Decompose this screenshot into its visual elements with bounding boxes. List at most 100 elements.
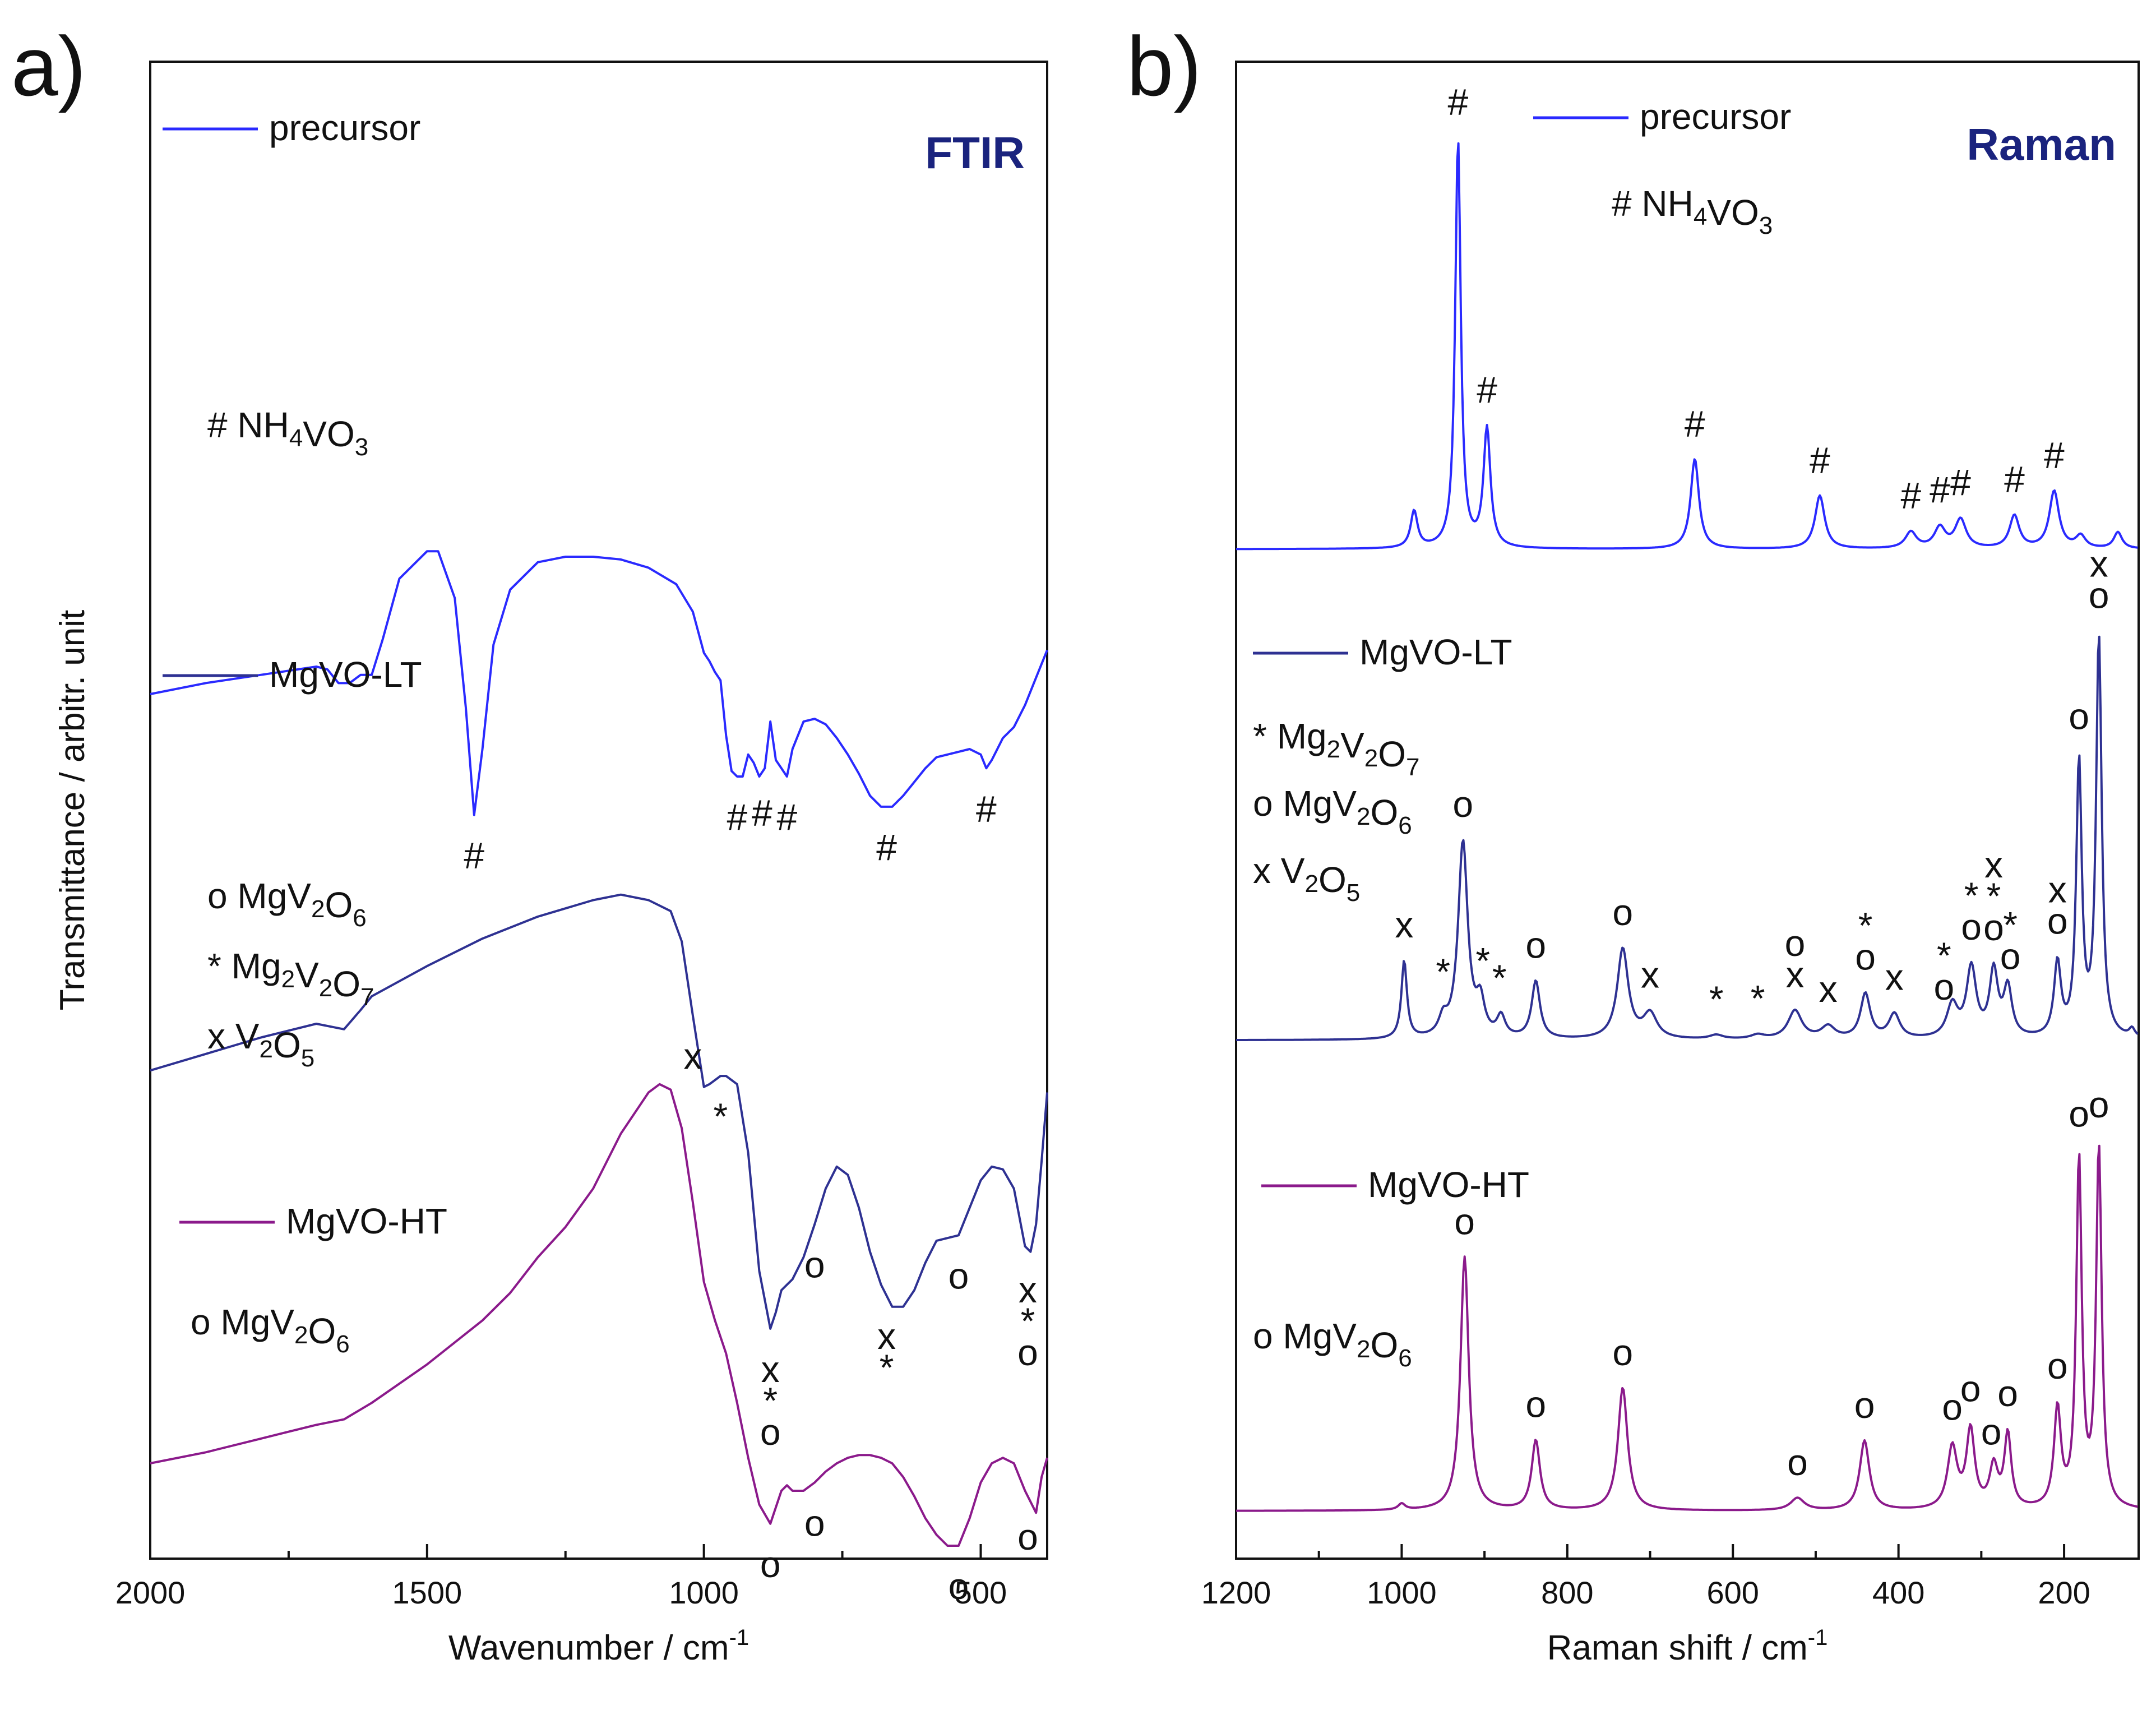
raman-curve-mgvo-lt	[1236, 635, 2139, 1041]
ftir-peak-mark: #	[752, 792, 772, 834]
raman-peak-mark: o	[1983, 907, 2004, 948]
phase-key-ftir-nh4vo3: # NH4VO3	[207, 405, 368, 461]
raman-curve-precursor	[1236, 142, 2138, 551]
phase-key-raman-mgv2o6-ht: o MgV2O6	[1253, 1316, 1412, 1372]
ftir-panel: a) 2000 1500 1000 500 Wavenumber / cm-1 Transm…	[11, 19, 1048, 1667]
raman-peak-mark: o	[1855, 936, 1876, 978]
panel-label-a: a)	[11, 19, 86, 113]
raman-xtick-label: 400	[1872, 1575, 1924, 1610]
raman-peak-mark: o	[1942, 1386, 1963, 1427]
raman-peak-mark: #	[1447, 81, 1468, 123]
raman-peak-mark: o	[2069, 1093, 2089, 1134]
phase-key-raman-v2o5-lt: x V2O5	[1253, 851, 1360, 907]
raman-peak-mark: #	[2004, 458, 2025, 500]
raman-peak-mark: o	[2000, 936, 2021, 977]
raman-peak-mark: o	[2069, 696, 2089, 737]
raman-x-axis-label: Raman shift / cm-1	[1547, 1625, 1828, 1667]
phase-key-raman-mg2v2o7-lt: * Mg2V2O7	[1253, 716, 1420, 781]
raman-panel: b) 1200 1000 800 600 400 200 Raman shift / cm-1…	[1127, 19, 2140, 1667]
legend-label-raman-precursor: precursor	[1640, 96, 1791, 137]
ftir-peak-mark: x	[1019, 1269, 1037, 1310]
raman-peak-mark: *	[1475, 940, 1490, 982]
raman-peak-mark: *	[1436, 951, 1450, 992]
raman-peak-mark: #	[1900, 475, 1921, 516]
raman-peak-mark: *	[1751, 978, 1765, 1019]
raman-peak-mark: o	[1961, 906, 1982, 948]
ftir-peak-mark: o	[804, 1502, 825, 1543]
raman-plot-frame	[1235, 61, 2140, 1560]
raman-peak-mark: o	[1454, 1200, 1475, 1242]
raman-peak-mark: *	[1964, 875, 1979, 916]
ftir-peak-mark: o	[804, 1244, 825, 1286]
raman-peak-mark: *	[1709, 978, 1724, 1020]
phase-key-ftir-mgv2o6-lt: o MgV2O6	[207, 876, 367, 932]
raman-title: Raman	[1967, 119, 2116, 169]
raman-peak-mark: x	[2090, 543, 2108, 584]
legend-label-ftir-mgvo-ht: MgVO-HT	[286, 1201, 447, 1241]
raman-peak-mark: o	[1854, 1384, 1875, 1426]
ftir-peak-mark: o	[1017, 1516, 1038, 1558]
ftir-peak-mark: o	[949, 1565, 969, 1607]
ftir-curve-mgvo-ht	[150, 1083, 1048, 1547]
ftir-curve-precursor	[150, 550, 1048, 816]
raman-xtick-label: 1000	[1367, 1575, 1437, 1610]
ftir-peak-mark: o	[949, 1255, 969, 1296]
raman-peak-mark: *	[1492, 957, 1507, 999]
raman-peak-mark: o	[1981, 1411, 2002, 1452]
raman-peak-mark: #	[2044, 434, 2065, 475]
ftir-xtick-label: 2000	[115, 1575, 186, 1610]
legend-label-ftir-mgvo-lt: MgVO-LT	[269, 654, 422, 695]
raman-peak-mark: x	[1641, 954, 1659, 995]
raman-peak-mark: #	[1477, 369, 1497, 410]
ftir-peak-mark: *	[763, 1380, 778, 1421]
raman-xtick-label: 1200	[1201, 1575, 1271, 1610]
ftir-peak-mark: o	[1017, 1332, 1038, 1373]
ftir-peak-mark: o	[760, 1543, 781, 1585]
raman-peak-mark: o	[1997, 1372, 2018, 1414]
raman-peak-mark: #	[1930, 469, 1950, 510]
ftir-peak-mark: *	[1021, 1300, 1035, 1342]
raman-peak-mark: o	[1787, 1441, 1808, 1483]
raman-peak-mark: o	[1525, 1384, 1546, 1425]
ftir-xtick-label: 1500	[392, 1575, 462, 1610]
raman-peak-mark: o	[1612, 891, 1633, 933]
ftir-y-axis-label: Transmittance / arbitr. unit	[53, 610, 92, 1010]
raman-peak-mark: o	[1934, 966, 1955, 1007]
raman-peak-mark: o	[1612, 1332, 1633, 1373]
legend-label-ftir-precursor: precursor	[269, 108, 420, 148]
ftir-plot-frame	[149, 61, 1048, 1560]
ftir-xtick-label: 1000	[669, 1575, 739, 1610]
phase-key-raman-nh4vo3: # NH4VO3	[1612, 183, 1773, 239]
raman-peak-mark: #	[1685, 403, 1705, 444]
ftir-peak-mark: *	[713, 1096, 728, 1137]
legend-label-raman-mgvo-ht: MgVO-HT	[1368, 1164, 1529, 1205]
raman-peak-mark: #	[1950, 461, 1971, 503]
raman-peak-mark: *	[2003, 904, 2018, 946]
ftir-title: FTIR	[925, 128, 1025, 178]
raman-peak-mark: o	[2047, 1345, 2068, 1387]
ftir-peak-mark: #	[464, 835, 484, 876]
raman-peak-mark: o	[1525, 924, 1546, 965]
raman-curve-mgvo-ht	[1236, 1144, 2138, 1512]
raman-xtick-label: 600	[1707, 1575, 1759, 1610]
ftir-curve-mgvo-lt	[150, 893, 1048, 1330]
raman-peak-mark: o	[2089, 1084, 2109, 1125]
raman-peak-mark: x	[2048, 869, 2067, 911]
ftir-peak-mark: #	[976, 788, 997, 829]
raman-peak-mark: *	[1987, 875, 2001, 917]
raman-peak-mark: #	[1810, 440, 1830, 481]
phase-key-raman-mgv2o6-lt: o MgV2O6	[1253, 783, 1412, 839]
phase-key-ftir-mg2v2o7-lt: * Mg2V2O7	[207, 946, 374, 1011]
raman-peak-mark: x	[1395, 904, 1413, 945]
raman-xtick-label: 200	[2038, 1575, 2090, 1610]
ftir-peak-mark: x	[761, 1348, 780, 1390]
raman-peak-mark: x	[1984, 844, 2003, 885]
raman-peak-mark: o	[1785, 922, 1806, 964]
ftir-peak-mark: x	[877, 1315, 896, 1357]
ftir-peak-mark: *	[880, 1347, 894, 1388]
raman-xtick-label: 800	[1541, 1575, 1593, 1610]
raman-peak-mark: o	[2047, 900, 2068, 942]
legend-label-raman-mgvo-lt: MgVO-LT	[1359, 632, 1512, 672]
panel-label-b: b)	[1127, 19, 1201, 113]
